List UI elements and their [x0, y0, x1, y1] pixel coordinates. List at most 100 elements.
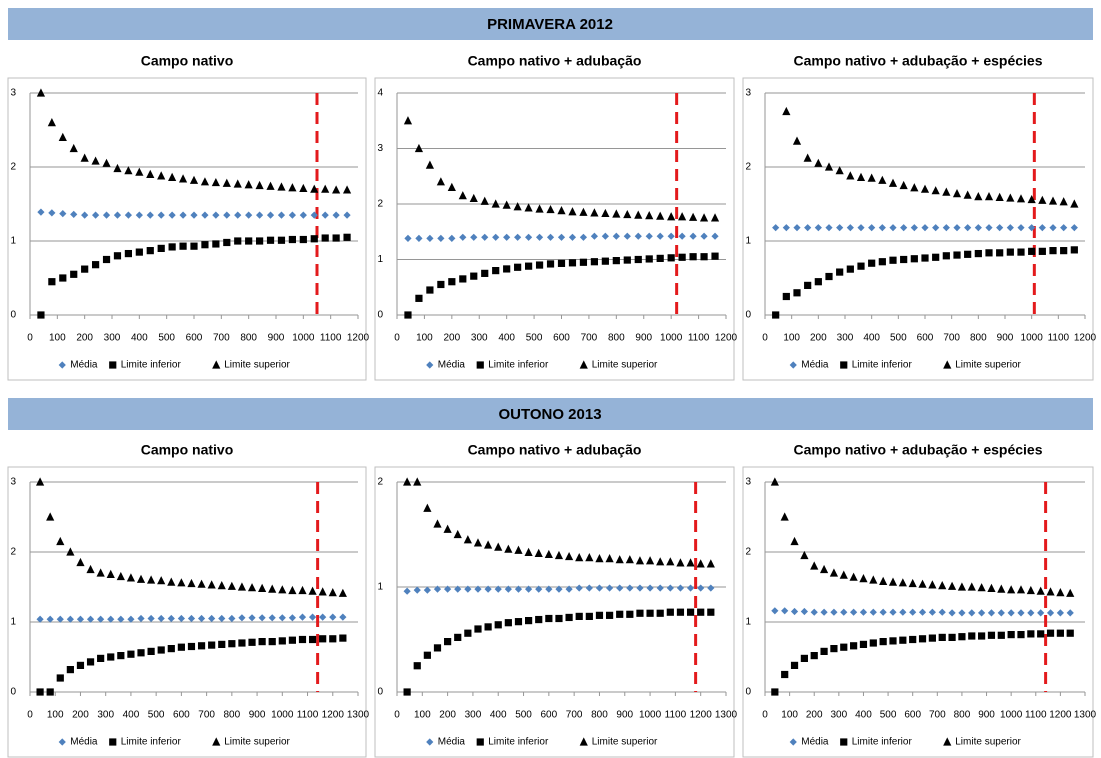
data-point — [612, 257, 620, 265]
data-point — [310, 211, 318, 219]
data-point — [1007, 609, 1015, 617]
data-point — [849, 572, 858, 581]
data-point — [856, 172, 866, 181]
data-point — [481, 233, 489, 241]
data-point — [1027, 194, 1036, 204]
x-tick-label: 800 — [970, 333, 987, 344]
data-point — [298, 585, 307, 595]
data-point — [66, 547, 75, 556]
data-point — [942, 187, 951, 196]
data-point — [469, 193, 478, 203]
data-point — [814, 224, 822, 232]
data-point — [686, 558, 695, 567]
data-point — [124, 249, 132, 258]
data-point — [534, 548, 543, 557]
data-point — [415, 294, 423, 302]
data-point — [646, 584, 654, 592]
data-point — [623, 232, 631, 240]
data-point — [514, 545, 523, 554]
data-point — [869, 575, 878, 584]
data-point — [146, 247, 154, 255]
data-point — [859, 640, 868, 648]
data-point — [978, 632, 986, 640]
x-tick-label: 500 — [526, 333, 543, 344]
data-point — [984, 192, 994, 201]
legend-marker — [840, 738, 848, 746]
data-point — [494, 621, 502, 629]
data-point — [908, 578, 917, 588]
data-point — [117, 652, 125, 660]
x-tick-label: 400 — [131, 333, 148, 344]
x-tick-label: 800 — [954, 710, 971, 721]
data-point — [414, 143, 424, 153]
data-point — [157, 614, 165, 623]
data-point — [579, 258, 588, 266]
x-tick-label: 900 — [635, 333, 652, 344]
data-point — [116, 571, 125, 581]
x-tick-label: 800 — [591, 710, 608, 721]
data-point — [299, 183, 308, 193]
data-point — [921, 224, 929, 232]
data-point — [790, 661, 799, 669]
x-tick-label: 1000 — [660, 333, 683, 344]
data-point — [36, 688, 44, 696]
data-point — [107, 615, 115, 623]
x-tick-label: 500 — [515, 710, 532, 721]
x-tick-label: 1100 — [320, 333, 342, 344]
data-point — [514, 263, 522, 271]
chart-title: Campo nativo + adubação + espécies — [794, 442, 1043, 458]
data-point — [1056, 588, 1065, 597]
data-point — [403, 477, 412, 486]
data-point — [484, 540, 493, 549]
data-point — [244, 180, 253, 189]
data-point — [503, 265, 511, 273]
data-point — [824, 162, 834, 171]
x-tick-label: 1100 — [665, 710, 687, 721]
data-point — [928, 608, 936, 616]
data-point — [974, 249, 982, 258]
data-point — [810, 608, 818, 616]
data-point — [277, 182, 286, 191]
data-point — [910, 255, 918, 263]
data-point — [676, 558, 685, 567]
data-point — [470, 272, 478, 280]
data-point — [238, 639, 246, 647]
data-point — [888, 178, 898, 187]
data-point — [167, 645, 175, 653]
data-point — [825, 224, 833, 232]
data-point — [575, 612, 583, 620]
legend-label: Limite inferior — [852, 360, 913, 371]
data-point — [426, 286, 434, 294]
data-point — [1016, 585, 1026, 594]
data-point — [634, 210, 643, 219]
data-point — [1017, 631, 1025, 639]
data-point — [339, 613, 347, 621]
data-point — [403, 688, 411, 696]
data-point — [909, 635, 917, 644]
data-point — [1060, 224, 1068, 232]
x-tick-label: 600 — [904, 710, 921, 721]
data-point — [464, 585, 472, 593]
data-point — [481, 269, 489, 277]
data-point — [625, 555, 634, 564]
data-point — [135, 167, 144, 176]
data-point — [86, 658, 95, 666]
data-point — [636, 609, 644, 617]
data-point — [898, 578, 907, 587]
data-point — [525, 233, 533, 241]
data-point — [918, 579, 927, 588]
legend-marker — [943, 360, 952, 369]
data-point — [938, 633, 946, 641]
data-point — [470, 233, 478, 241]
x-tick-label: 200 — [443, 333, 460, 344]
data-point — [997, 584, 1006, 593]
data-point — [113, 211, 122, 219]
x-tick-label: 0 — [27, 710, 33, 721]
data-point — [494, 542, 503, 551]
data-point — [909, 608, 917, 616]
data-point — [932, 253, 940, 261]
data-point — [995, 192, 1004, 201]
data-point — [857, 224, 865, 232]
data-point — [918, 608, 927, 616]
data-point — [928, 580, 937, 589]
